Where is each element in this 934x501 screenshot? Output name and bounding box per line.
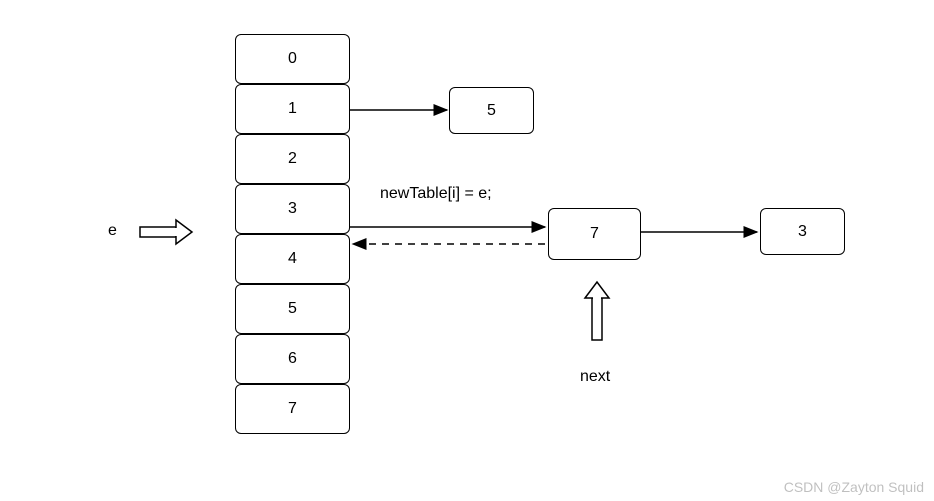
lbl-next: next <box>580 368 610 386</box>
table-cell-3: 3 <box>235 184 350 234</box>
table-cell-1: 1 <box>235 84 350 134</box>
watermark: CSDN @Zayton Squid <box>784 479 924 495</box>
table-cell-0: 0 <box>235 34 350 84</box>
node-node7: 7 <box>548 208 641 260</box>
next-pointer-shaft <box>592 298 602 340</box>
table-cell-6: 6 <box>235 334 350 384</box>
node-node5: 5 <box>449 87 534 134</box>
table-cell-2: 2 <box>235 134 350 184</box>
next-pointer-head <box>585 282 609 298</box>
lbl-assign: newTable[i] = e; <box>380 185 492 203</box>
lbl-e: e <box>108 222 117 240</box>
e-pointer-head <box>176 220 192 244</box>
table-cell-4: 4 <box>235 234 350 284</box>
table-cell-5: 5 <box>235 284 350 334</box>
e-pointer-shaft <box>140 227 176 237</box>
table-cell-7: 7 <box>235 384 350 434</box>
node-node3b: 3 <box>760 208 845 255</box>
